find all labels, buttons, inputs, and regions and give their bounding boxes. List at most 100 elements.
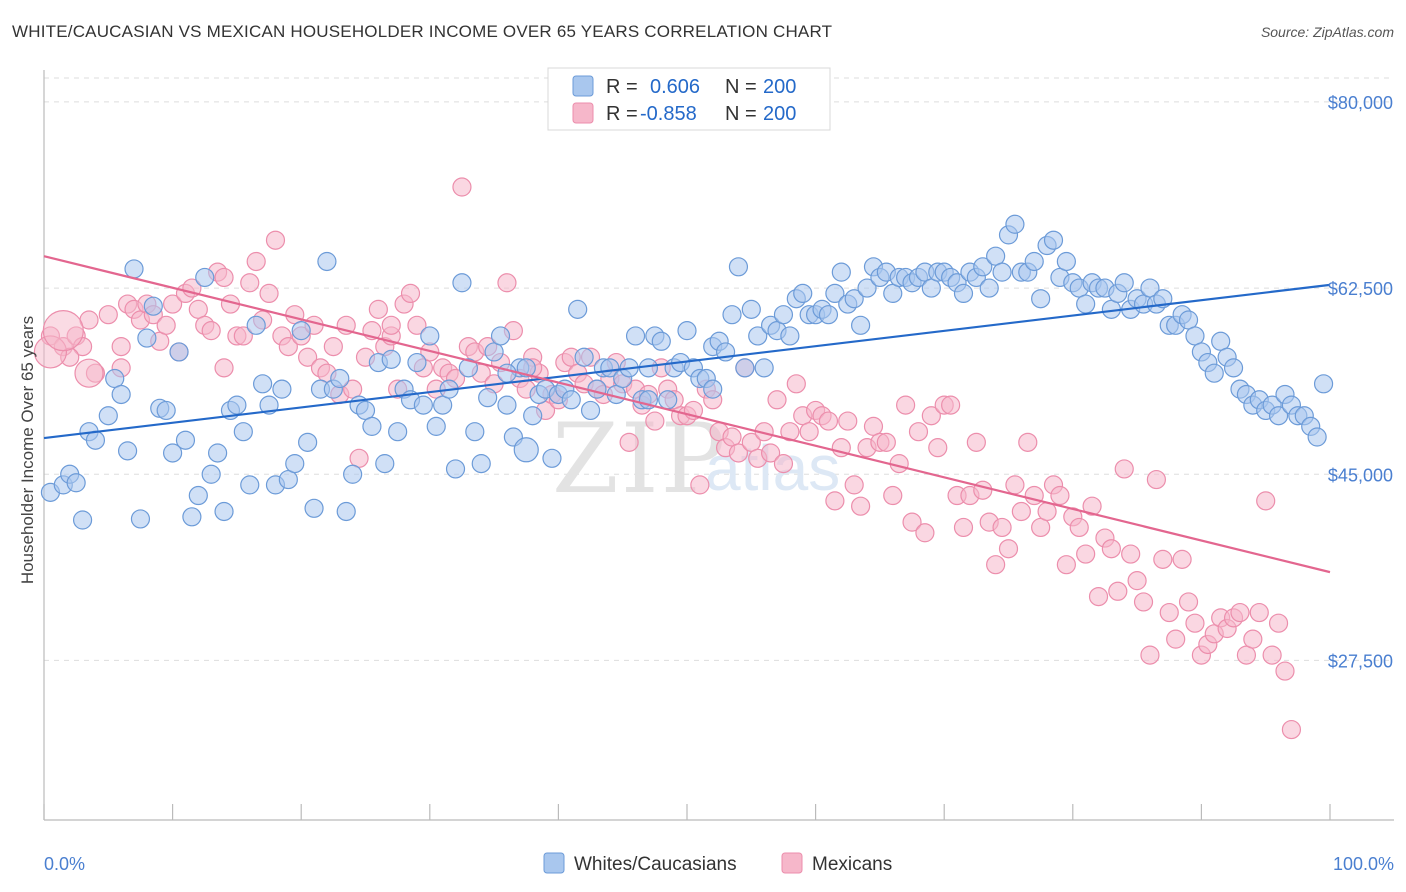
data-point	[214, 358, 234, 378]
data-point	[458, 358, 478, 378]
data-point	[98, 406, 118, 426]
data-point	[818, 305, 839, 325]
data-point	[381, 349, 401, 369]
y-tick-label: $27,500	[1328, 651, 1393, 671]
data-point	[754, 358, 774, 378]
data-point	[1069, 517, 1089, 538]
data-point	[908, 422, 929, 442]
data-point	[844, 475, 864, 495]
data-point	[1031, 517, 1051, 538]
data-point	[825, 491, 845, 511]
data-point	[497, 395, 517, 415]
data-point	[330, 368, 350, 389]
data-point	[741, 299, 761, 319]
legend-n-label-pink: N =	[725, 103, 757, 125]
data-point	[253, 374, 273, 394]
data-point	[117, 441, 138, 461]
data-point	[291, 321, 311, 341]
data-point	[1076, 294, 1096, 314]
axes	[43, 70, 1394, 821]
data-point	[851, 315, 871, 335]
data-point	[915, 523, 935, 543]
y-tick-labels: $27,500 $45,000 $62,500 $80,000	[1328, 93, 1393, 672]
data-point	[85, 430, 106, 450]
bottom-legend-label-whites: Whites/Caucasians	[574, 854, 737, 875]
data-point	[773, 454, 794, 474]
data-point	[1011, 501, 1031, 522]
data-point	[278, 469, 298, 490]
data-point	[992, 517, 1012, 538]
x-tick-label-max: 100.0%	[1333, 854, 1394, 874]
data-point	[1056, 251, 1076, 272]
bottom-legend-swatch-mexicans	[781, 852, 803, 874]
data-point	[240, 273, 260, 293]
data-point	[452, 273, 472, 293]
data-point	[690, 475, 710, 495]
y-tick-label: $80,000	[1328, 93, 1393, 113]
data-point	[1178, 310, 1199, 330]
legend-n-label-blue: N =	[725, 76, 757, 98]
data-point	[285, 454, 305, 474]
data-point	[285, 305, 305, 325]
data-point	[259, 395, 279, 415]
data-point	[1024, 251, 1044, 272]
legend-r-value-pink: -0.858	[640, 103, 697, 125]
data-point	[362, 416, 382, 436]
data-point	[497, 273, 517, 293]
data-point	[124, 259, 144, 279]
data-point	[201, 464, 221, 484]
data-point	[966, 432, 986, 452]
data-point	[703, 379, 723, 399]
bottom-legend-swatch-whites	[543, 852, 565, 874]
source-label: Source: ZipAtlas.com	[1260, 24, 1394, 40]
data-point	[484, 342, 504, 362]
data-point	[780, 422, 800, 442]
data-point	[986, 246, 1006, 266]
data-point	[793, 283, 813, 304]
data-point	[163, 443, 183, 463]
data-point	[863, 416, 884, 436]
data-point	[1127, 571, 1147, 591]
whites-points	[40, 214, 1334, 530]
data-point	[490, 326, 511, 346]
data-point	[298, 432, 318, 452]
data-point	[304, 498, 324, 518]
legend-r-label-blue: R =	[606, 76, 638, 98]
data-point	[413, 395, 433, 415]
data-point	[233, 326, 253, 346]
data-point	[928, 438, 948, 458]
data-point	[240, 475, 260, 495]
data-point	[1146, 469, 1166, 490]
data-point	[523, 406, 543, 426]
data-point-large	[513, 437, 539, 463]
data-point	[214, 501, 234, 522]
data-point	[568, 299, 588, 319]
data-point	[420, 326, 440, 346]
data-point	[452, 177, 472, 197]
data-point	[973, 257, 993, 277]
data-point	[188, 485, 208, 506]
legend-n-value-pink: 200	[763, 103, 796, 125]
data-point	[1249, 602, 1269, 623]
data-point	[227, 395, 247, 415]
data-point	[831, 262, 851, 282]
data-point	[323, 336, 343, 357]
data-point	[1056, 555, 1076, 575]
data-point	[979, 278, 999, 298]
data-point	[1043, 230, 1064, 250]
x-tick-label-min: 0.0%	[44, 854, 85, 874]
data-point	[72, 510, 93, 530]
data-point	[651, 331, 671, 351]
data-point	[883, 485, 903, 506]
data-point	[368, 299, 388, 319]
data-point	[799, 422, 819, 442]
data-point	[1031, 289, 1051, 309]
data-point	[1082, 496, 1102, 516]
data-point	[105, 368, 125, 389]
data-point	[143, 296, 163, 316]
data-point	[1268, 613, 1289, 633]
data-point	[111, 336, 131, 357]
data-point	[722, 305, 742, 325]
data-point	[355, 400, 376, 421]
data-point	[1018, 432, 1038, 452]
